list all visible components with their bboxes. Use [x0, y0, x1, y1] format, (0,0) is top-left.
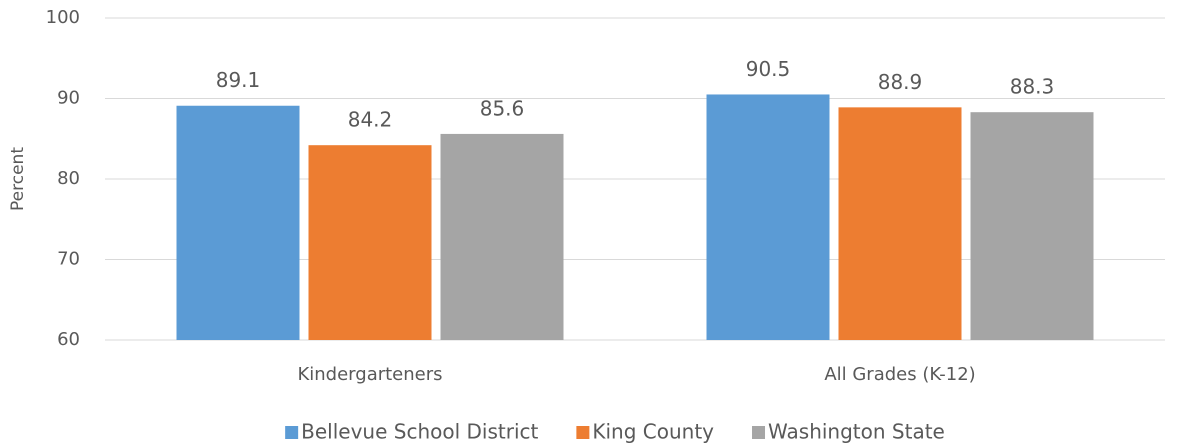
bar [838, 107, 962, 340]
y-tick-label: 80 [57, 168, 80, 189]
bar [970, 112, 1094, 340]
value-label: 85.6 [480, 96, 525, 120]
y-tick-label: 60 [57, 329, 80, 350]
value-label: 89.1 [216, 68, 261, 92]
bar [176, 105, 300, 341]
bar [440, 133, 564, 340]
legend-swatch [752, 426, 766, 439]
y-axis-label: Percent [8, 147, 28, 211]
value-label: 84.2 [348, 108, 393, 132]
x-tick-label: All Grades (K-12) [824, 364, 975, 385]
legend-swatch [285, 426, 299, 439]
legend-label: Bellevue School District [301, 420, 538, 444]
y-tick-label: 90 [57, 88, 80, 109]
bar [706, 94, 830, 340]
y-tick-label: 100 [46, 7, 80, 28]
value-label: 88.9 [878, 70, 923, 94]
x-tick-label: Kindergarteners [297, 364, 442, 385]
legend-swatch [576, 426, 590, 439]
bar [308, 145, 432, 340]
legend-label: King County [592, 420, 714, 444]
value-label: 90.5 [746, 57, 791, 81]
value-label: 88.3 [1010, 75, 1055, 99]
y-tick-label: 70 [57, 249, 80, 270]
legend-label: Washington State [768, 420, 945, 444]
